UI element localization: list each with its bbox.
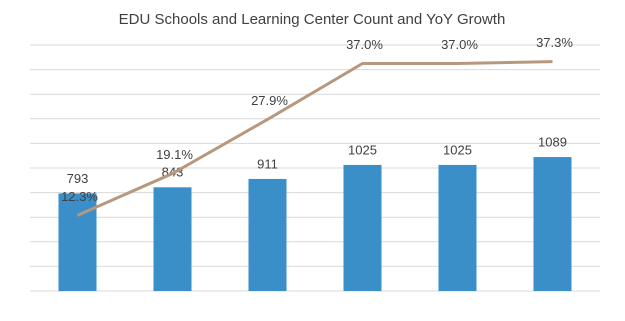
bar-label: 793: [67, 171, 89, 186]
bar-label: 1089: [538, 134, 567, 149]
bar-label: 911: [257, 156, 278, 171]
line-label: 37.3%: [536, 35, 573, 50]
line-label: 12.3%: [61, 189, 98, 204]
bar: [248, 178, 287, 291]
bar: [438, 164, 477, 291]
bar: [153, 187, 192, 291]
chart-title: EDU Schools and Learning Center Count an…: [119, 11, 506, 28]
line-label: 37.0%: [441, 37, 478, 52]
bar-label: 1025: [443, 142, 472, 157]
line-label: 27.9%: [251, 93, 288, 108]
bar-label: 1025: [348, 142, 377, 157]
bar: [533, 157, 572, 291]
bar: [343, 164, 382, 291]
line: [76, 60, 553, 217]
line-label: 37.0%: [346, 37, 383, 52]
line-label: 19.1%: [156, 147, 193, 162]
